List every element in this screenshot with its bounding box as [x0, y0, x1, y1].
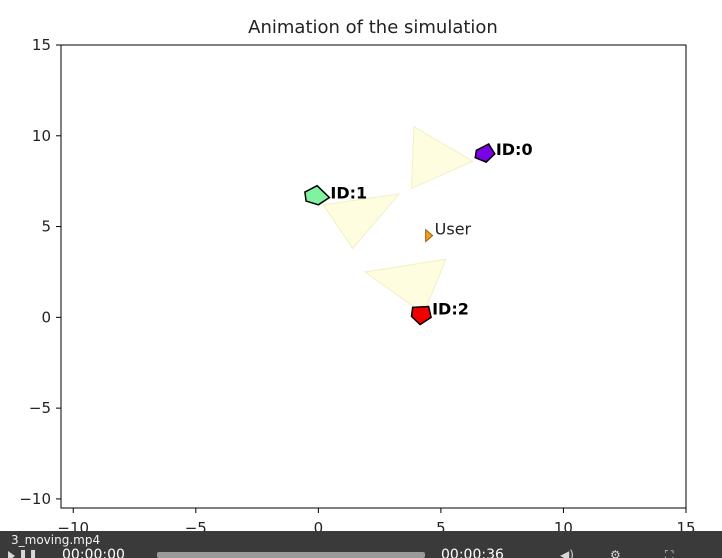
pause-icon[interactable]: ❚❚	[18, 548, 39, 558]
total-time: 00:00:36	[441, 547, 504, 558]
fullscreen-icon[interactable]: ⛶	[665, 548, 674, 558]
y-tick-label: 0	[41, 308, 51, 326]
plot-frame	[60, 44, 687, 509]
x-tick-label: 10	[554, 519, 573, 531]
agent-marker-0	[474, 143, 496, 163]
user-label: User	[435, 220, 472, 239]
vision-cone-2	[363, 258, 447, 315]
x-tick-label: 0	[314, 519, 324, 531]
y-tick-label: −10	[19, 490, 51, 508]
vision-cone-0	[410, 125, 474, 190]
user-marker-group: User	[425, 220, 472, 243]
volume-icon[interactable]: ◀)	[560, 548, 574, 558]
x-tick-label: −10	[57, 519, 89, 531]
video-player-bar: 3_moving.mp4 ❚❚ 00:00:00 00:00:36 ◀) ⚙ ⛶	[0, 531, 722, 558]
vision-cone-1	[322, 193, 401, 250]
agent-label-2: ID:2	[432, 300, 469, 319]
play-icon[interactable]	[8, 551, 15, 558]
agent-label-0: ID:0	[496, 140, 533, 159]
seek-slider[interactable]	[157, 552, 425, 558]
vision-cones	[322, 125, 474, 315]
y-tick-label: 5	[41, 218, 51, 236]
user-marker	[425, 228, 434, 243]
y-tick-label: −5	[29, 399, 51, 417]
x-tick-label: −5	[185, 519, 207, 531]
y-tick-label: 15	[32, 36, 51, 54]
axis-ticks: −10 −5 0 5 10 15 −10 −5 0 5 10 15	[19, 36, 695, 531]
x-tick-label: 15	[676, 519, 695, 531]
x-tick-label: 5	[436, 519, 446, 531]
agent-marker-2	[410, 305, 432, 326]
chart-title: Animation of the simulation	[248, 17, 498, 38]
settings-icon[interactable]: ⚙	[610, 548, 621, 558]
agent-label-1: ID:1	[330, 184, 367, 203]
video-file-title: 3_moving.mp4	[11, 533, 101, 547]
agent-marker-1	[304, 184, 331, 206]
y-tick-label: 10	[32, 127, 51, 145]
current-time: 00:00:00	[62, 547, 125, 558]
agents: ID:0 ID:1 ID:2	[304, 140, 533, 326]
simulation-chart: Animation of the simulation −10 −5 0 5 10 15−…	[19, 17, 695, 531]
player-controls: ❚❚ 00:00:00 00:00:36 ◀) ⚙ ⛶	[0, 547, 722, 558]
